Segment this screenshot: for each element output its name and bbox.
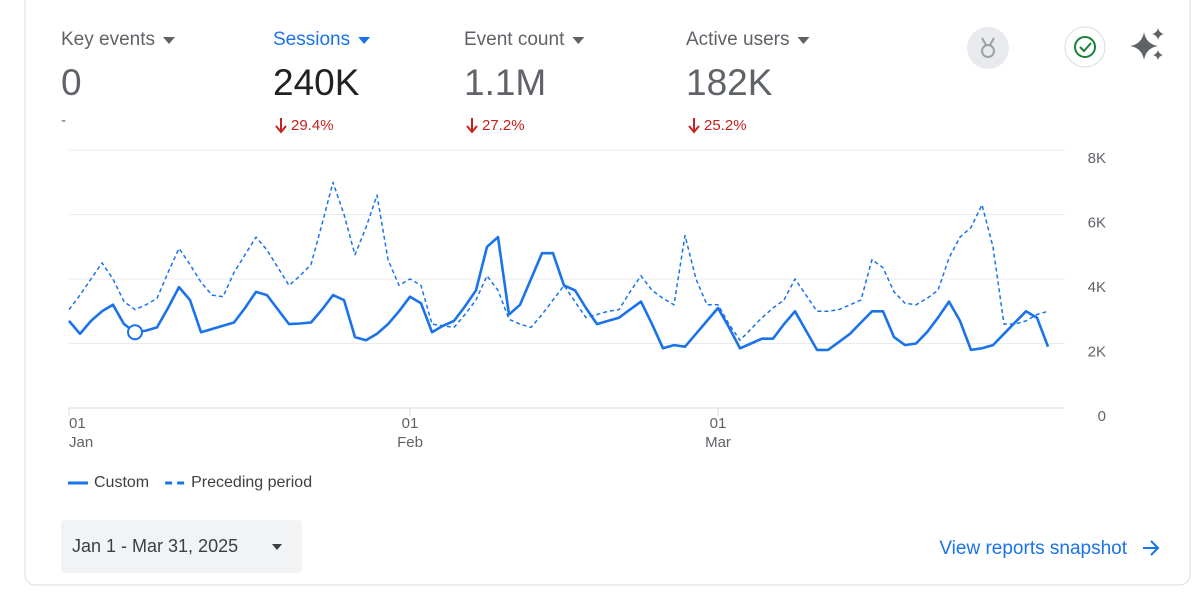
link-text[interactable]: View reports snapshot: [939, 538, 1127, 559]
metric-row: Key events 0 - Sessions 240K 29.4% Event count…: [61, 29, 810, 134]
card: [24, 0, 1191, 586]
metric-label[interactable]: Key events: [61, 29, 155, 50]
dropdown-caret[interactable]: [572, 37, 585, 44]
legend-label: Custom: [94, 474, 149, 491]
dropdown-caret[interactable]: [797, 37, 810, 44]
metric-change: 29.4%: [291, 117, 334, 134]
trend-arrow: [275, 118, 287, 134]
y-tick-label: 8K: [1088, 150, 1106, 167]
metric-label[interactable]: Event count: [464, 29, 565, 50]
metric-change: 25.2%: [704, 117, 747, 134]
dashed-line: [68, 181, 1049, 342]
date-range[interactable]: Jan 1 - Mar 31, 2025: [72, 536, 238, 556]
status-icon[interactable]: [1064, 26, 1106, 68]
trend-arrow: [466, 118, 478, 134]
date-range-button[interactable]: Jan 1 - Mar 31, 2025: [61, 520, 302, 573]
x-tick-label: Feb: [397, 434, 423, 451]
award-icon[interactable]: [967, 27, 1009, 69]
y-tick-label: 6K: [1088, 214, 1106, 231]
y-tick-label: 4K: [1088, 279, 1106, 296]
insights-icon[interactable]: [1130, 28, 1164, 60]
hover-point: [127, 324, 143, 341]
x-tick-label: 01: [69, 415, 86, 432]
dropdown-caret[interactable]: [163, 37, 175, 44]
metric[interactable]: Active users 182K 25.2%: [686, 29, 810, 134]
metric-change: -: [61, 112, 66, 129]
x-tick-label: Jan: [69, 434, 93, 451]
chart: 0 2K 4K 6K 8K 01 Jan 01 Feb 01 Mar: [68, 149, 1106, 451]
y-tick-label: 2K: [1088, 343, 1106, 360]
x-tick-label: Mar: [705, 434, 731, 451]
y-tick-label: 0: [1098, 408, 1106, 425]
metric-value: 182K: [686, 62, 773, 103]
metric-value: 240K: [273, 62, 360, 103]
x-tick-label: 01: [710, 415, 727, 432]
x-tick-label: 01: [402, 415, 419, 432]
metric[interactable]: Event count 1.1M 27.2%: [464, 29, 585, 134]
legend: Custom Preceding period: [68, 474, 312, 491]
snapshot-link[interactable]: View reports snapshot: [939, 538, 1160, 559]
legend-label: Preceding period: [191, 474, 312, 491]
metric-label[interactable]: Active users: [686, 29, 789, 50]
trend-arrow: [688, 118, 700, 134]
dropdown-caret[interactable]: [358, 37, 371, 44]
metric[interactable]: Sessions 240K 29.4%: [273, 29, 371, 134]
line: [68, 235, 1050, 352]
metric-change: 27.2%: [482, 117, 525, 134]
metric[interactable]: Key events 0 -: [61, 29, 175, 129]
legend-item: Custom: [68, 474, 149, 491]
metric-label[interactable]: Sessions: [273, 29, 350, 50]
legend-item: Preceding period: [165, 474, 312, 491]
metric-value: 0: [61, 62, 82, 103]
metric-value: 1.1M: [464, 62, 546, 103]
